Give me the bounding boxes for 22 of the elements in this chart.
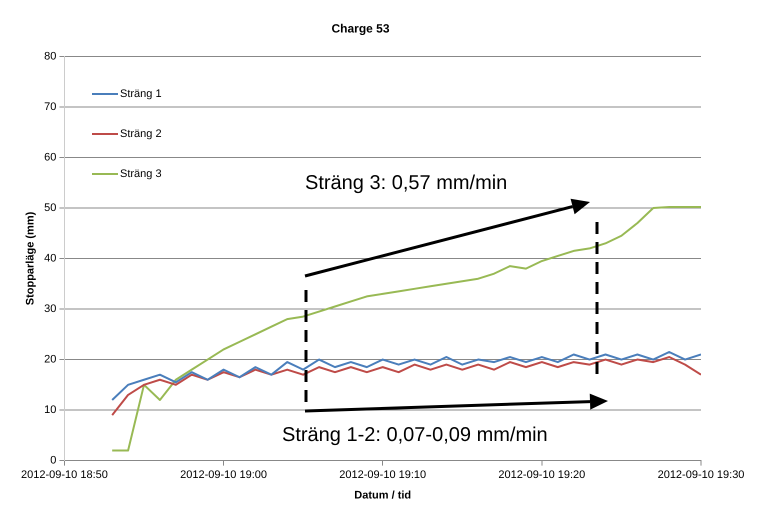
annotation: Sträng 3: 0,57 mm/min	[305, 172, 508, 195]
legend-label: Sträng 1	[120, 88, 162, 100]
y-axis-title: Stopparläge (mm)	[24, 211, 37, 306]
x-tick-label: 2012-09-10 19:20	[498, 469, 586, 482]
y-tick-label: 70	[44, 100, 56, 113]
x-axis-title: Datum / tid	[354, 489, 412, 502]
x-tick-label: 2012-09-10 19:10	[339, 469, 426, 482]
legend-label: Sträng 2	[120, 128, 162, 140]
y-tick-label: 80	[44, 50, 56, 62]
x-tick-label: 2012-09-10 19:30	[658, 469, 744, 482]
y-tick-label: 60	[44, 151, 56, 164]
chart-title: Charge 53	[331, 22, 390, 36]
x-tick-label: 2012-09-10 18:50	[21, 469, 108, 482]
y-tick-label: 30	[44, 303, 56, 316]
y-tick-label: 50	[44, 202, 56, 214]
legend-label: Sträng 3	[120, 168, 162, 180]
y-tick-label: 10	[44, 404, 56, 416]
annotation: Sträng 1-2: 0,07-0,09 mm/min	[282, 424, 548, 447]
x-tick-label: 2012-09-10 19:00	[180, 469, 268, 482]
y-tick-label: 0	[50, 454, 56, 467]
y-tick-label: 40	[44, 252, 56, 265]
y-tick-label: 20	[44, 354, 56, 366]
